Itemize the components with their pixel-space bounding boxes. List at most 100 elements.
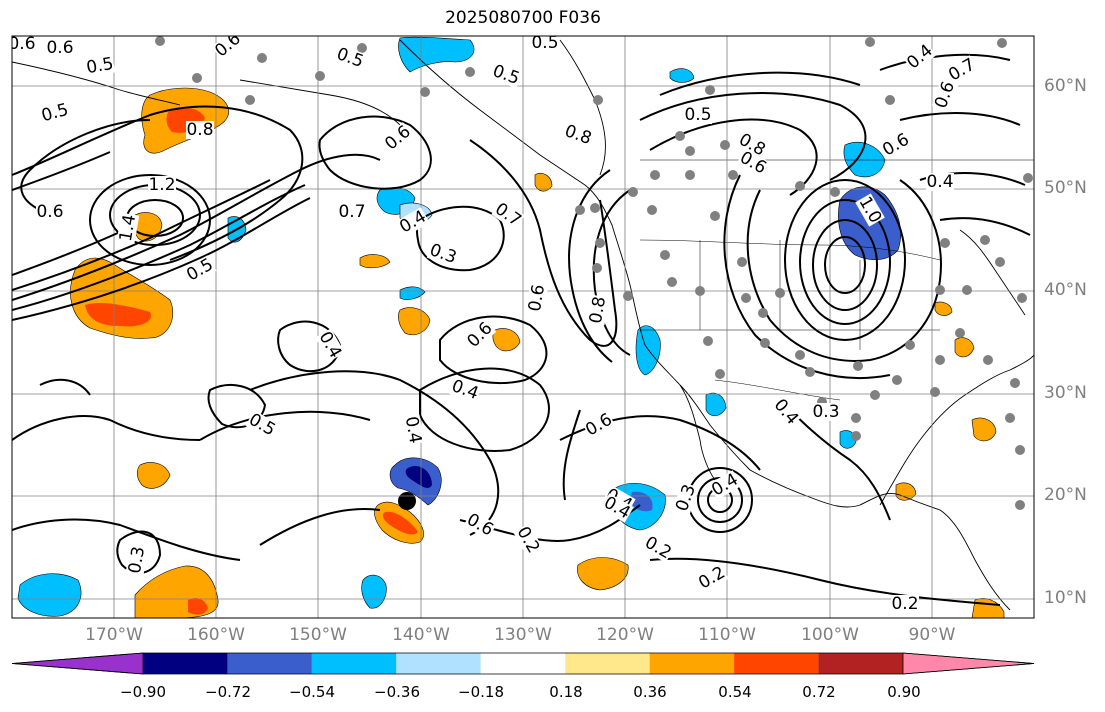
contour-label-bg bbox=[116, 212, 140, 244]
colorbar-tick-label: 0.18 bbox=[549, 683, 583, 701]
contour-label-bg bbox=[695, 563, 729, 593]
contour-label-bg bbox=[926, 173, 954, 191]
anomaly-positive-7 bbox=[136, 462, 171, 489]
map-title: 2025080700 F036 bbox=[445, 8, 601, 28]
contour-label-bg bbox=[39, 100, 71, 126]
contour-label-bg bbox=[879, 130, 913, 160]
contour-label-bg bbox=[582, 410, 616, 440]
colorbar-tick-label: 0.90 bbox=[887, 683, 921, 701]
contour-label-bg bbox=[12, 36, 36, 53]
colorbar-tick-label: 0.36 bbox=[633, 683, 667, 701]
contour-label-bg bbox=[945, 55, 979, 85]
colorbar-tick-label: −0.54 bbox=[289, 683, 335, 701]
contour-label-bg bbox=[489, 61, 523, 89]
contour-label-bg bbox=[525, 282, 549, 314]
contour-label-bg bbox=[148, 176, 176, 194]
contour-label-bg bbox=[315, 328, 345, 362]
contour-label-bg bbox=[672, 481, 700, 515]
contour-label: 0.4 bbox=[401, 415, 425, 445]
contour-label: 0.5 bbox=[531, 33, 558, 53]
contour-label-bg bbox=[46, 39, 74, 57]
contour-label-bg bbox=[812, 403, 840, 421]
contour-label: 0.6 bbox=[46, 38, 73, 58]
contour-label-bg bbox=[381, 122, 415, 154]
contour-label: 0.3 bbox=[125, 545, 149, 575]
contour-label-bg bbox=[586, 294, 610, 326]
contour-label-bg bbox=[600, 493, 634, 523]
anomaly-strong-6 bbox=[188, 598, 208, 615]
contour-label-bg bbox=[333, 44, 367, 72]
contour-label-bg bbox=[641, 533, 675, 563]
lon-label-170w: 170°W bbox=[85, 625, 143, 645]
contour-label: 1.4 bbox=[116, 213, 140, 243]
contour-label: 0.5 bbox=[684, 105, 711, 125]
contour-label-bg bbox=[401, 414, 425, 446]
contour-label-bg bbox=[36, 203, 64, 221]
contour-label-bg bbox=[531, 36, 559, 52]
anomaly-negative-2-core bbox=[630, 491, 653, 512]
contour-label: 0.7 bbox=[338, 202, 365, 222]
lon-label-150w: 150°W bbox=[289, 625, 347, 645]
lon-label-90w: 90°W bbox=[908, 625, 956, 645]
lat-label-40n: 40°N bbox=[1044, 280, 1087, 300]
anomaly-negative-6 bbox=[398, 36, 475, 73]
anomaly-positive-3 bbox=[398, 307, 431, 336]
contour-label-bg bbox=[183, 255, 217, 285]
colorbar-tick-label: −0.72 bbox=[205, 683, 251, 701]
lon-label-100w: 100°W bbox=[801, 625, 859, 645]
anomaly-negative-8 bbox=[705, 392, 727, 417]
lat-label-20n: 20°N bbox=[1044, 485, 1087, 505]
lon-label-130w: 130°W bbox=[494, 625, 552, 645]
anomaly-strong-hurricane bbox=[382, 511, 418, 535]
anomaly-negative-3 bbox=[399, 286, 426, 300]
contour-label: 0.3 bbox=[812, 402, 839, 422]
lon-label-110w: 110°W bbox=[698, 625, 756, 645]
contour-label: 0.6 bbox=[8, 34, 35, 54]
coastlines bbox=[12, 39, 1034, 611]
contour-label: 1.2 bbox=[148, 175, 175, 195]
colorbar-tick-label: −0.90 bbox=[120, 683, 166, 701]
lon-label-120w: 120°W bbox=[596, 625, 654, 645]
contour-label-bg bbox=[463, 510, 497, 540]
colorbar-tick-label: −0.18 bbox=[458, 683, 504, 701]
anomaly-negative-ca bbox=[635, 325, 661, 376]
contour-label-bg bbox=[396, 207, 430, 237]
anomaly-strong-westpac bbox=[85, 302, 151, 327]
contour-label-bg bbox=[891, 595, 919, 613]
lat-label-30n: 30°N bbox=[1044, 383, 1087, 403]
contour-label-bg bbox=[186, 121, 214, 139]
contour-label-bg bbox=[903, 41, 937, 73]
contour-label-bg bbox=[463, 318, 497, 352]
lat-label-10n: 10°N bbox=[1044, 588, 1087, 608]
anomaly-negative-5 bbox=[17, 573, 82, 617]
contour-label-bg bbox=[338, 203, 366, 221]
contour-label-bg bbox=[855, 193, 885, 227]
anomaly-positive-9 bbox=[954, 337, 975, 358]
colorbar-tick-label: −0.36 bbox=[374, 683, 420, 701]
contour-label: 0.2 bbox=[891, 594, 918, 614]
anomaly-positive-5 bbox=[577, 557, 629, 591]
anomaly-positive-11 bbox=[934, 301, 953, 316]
anomaly-negative-4 bbox=[361, 574, 387, 609]
anomaly-positive-14 bbox=[534, 172, 553, 192]
contour-label-bg bbox=[561, 121, 595, 149]
anomaly-positive-8 bbox=[971, 417, 997, 442]
contour-label-bg bbox=[736, 148, 770, 178]
colorbar-tick-label: 0.54 bbox=[718, 683, 752, 701]
contour-label-bg bbox=[491, 199, 525, 231]
contour-label-bg bbox=[448, 376, 482, 404]
contour-label-bg bbox=[426, 240, 460, 268]
lon-label-160w: 160°W bbox=[187, 625, 245, 645]
contour-label: 0.8 bbox=[586, 295, 610, 325]
contour-label: 0.4 bbox=[926, 172, 953, 192]
anomaly-positive-13 bbox=[359, 254, 391, 269]
anomaly-positive-4 bbox=[492, 328, 521, 352]
contour-label-bg bbox=[245, 410, 279, 440]
contour-label-bg bbox=[770, 395, 802, 429]
contour-label: 0.6 bbox=[525, 283, 549, 313]
contour-label-bg bbox=[125, 544, 149, 576]
contour-label-bg bbox=[84, 54, 116, 78]
contour-label-bg bbox=[684, 106, 712, 124]
contour-label: 0.6 bbox=[36, 202, 63, 222]
